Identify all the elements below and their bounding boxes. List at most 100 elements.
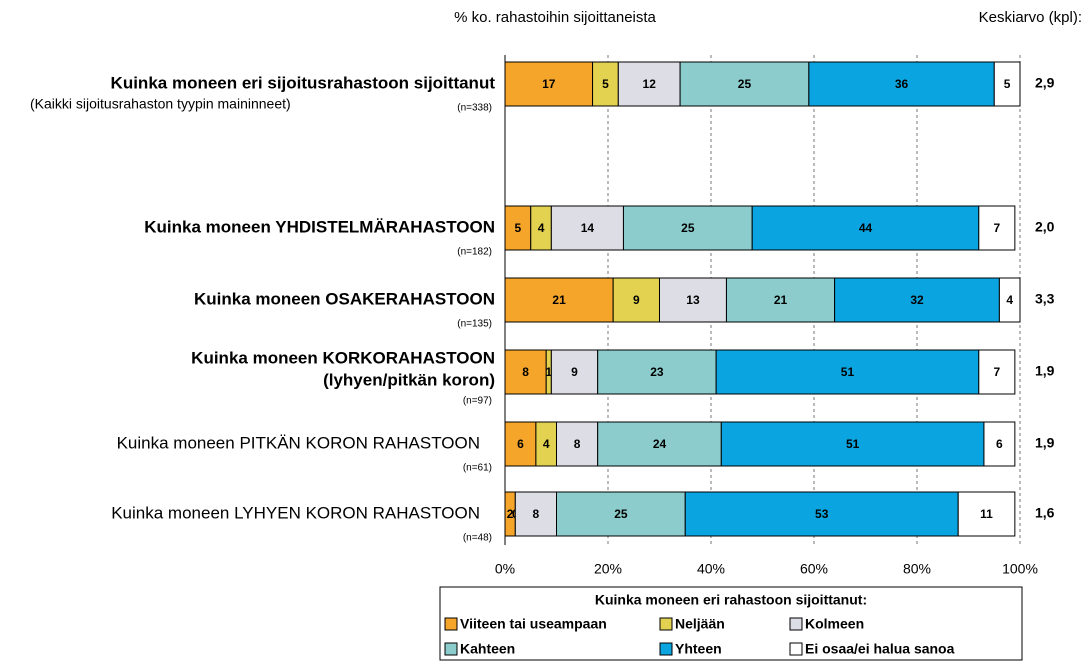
x-tick-label: 60% [800, 561, 828, 577]
n-label: (n=61) [463, 463, 492, 474]
segment-label: 4 [543, 437, 550, 451]
segment-label: 13 [686, 293, 700, 307]
legend-box [439, 586, 1023, 661]
segment-label: 32 [910, 293, 924, 307]
legend-label: Viiteen tai useampaan [460, 616, 607, 632]
legend-label: Kahteen [460, 641, 515, 657]
bar-segment [514, 491, 557, 537]
segment-label: 11 [980, 507, 993, 521]
bar-segment [998, 277, 1021, 323]
n-label: (n=135) [457, 319, 492, 330]
legend-label: Ei osaa/ei halua sanoa [805, 641, 955, 657]
legend-label: Neljään [675, 616, 725, 632]
segment-label: 8 [574, 437, 581, 451]
x-tick-label: 0% [495, 561, 515, 577]
segment-label: 25 [681, 221, 695, 235]
x-tick-label: 20% [594, 561, 622, 577]
bar-segment [957, 491, 1016, 537]
n-label: (n=48) [463, 533, 492, 544]
segment-label: 8 [533, 507, 540, 521]
segment-label: 24 [653, 437, 667, 451]
mean-label: 1,6 [1035, 505, 1055, 521]
segment-label: 9 [633, 293, 640, 307]
category-note: (Kaikki sijoitusrahaston tyypin maininne… [30, 96, 291, 112]
segment-label: 5 [602, 77, 609, 91]
mean-label: 1,9 [1035, 363, 1055, 379]
legend-swatch [659, 617, 673, 631]
legend-swatch [444, 617, 458, 631]
category-label: Kuinka moneen LYHYEN KORON RAHASTOON [111, 503, 480, 522]
n-label: (n=182) [457, 247, 492, 258]
bar-segment [684, 491, 959, 537]
category-label: Kuinka moneen KORKORAHASTOON [191, 348, 495, 367]
bar-segment [504, 61, 594, 107]
mean-label: 1,9 [1035, 435, 1055, 451]
mean-title: Keskiarvo (kpl): [979, 9, 1082, 26]
legend-title: Kuinka moneen eri rahastoon sijoittanut: [595, 592, 867, 608]
segment-label: 51 [841, 365, 855, 379]
bar-segment [978, 349, 1016, 395]
segment-label: 6 [517, 437, 524, 451]
segment-label: 21 [774, 293, 788, 307]
segment-label: 9 [571, 365, 578, 379]
segment-label: 4 [1006, 293, 1013, 307]
x-tick-label: 40% [697, 561, 725, 577]
segment-label: 12 [643, 77, 657, 91]
legend-swatch [659, 642, 673, 656]
segment-label: 25 [614, 507, 628, 521]
bar-segment [597, 349, 717, 395]
category-label: Kuinka moneen PITKÄN KORON RAHASTOON [117, 433, 480, 452]
bar-segment [592, 61, 619, 107]
segment-label: 4 [538, 221, 545, 235]
bar-segment [720, 421, 985, 467]
segment-label: 6 [996, 437, 1003, 451]
bar-segment [617, 61, 681, 107]
n-label: (n=97) [463, 396, 492, 407]
segment-label: 17 [542, 77, 556, 91]
bar-segment [993, 61, 1021, 107]
bar-segment [550, 205, 624, 251]
bar-segment [597, 421, 722, 467]
bar-segment [808, 61, 995, 107]
bar-segment [659, 277, 727, 323]
bar-segment [751, 205, 980, 251]
segment-label: 2 [507, 507, 514, 521]
segment-label: 14 [581, 221, 595, 235]
bar-segment [504, 349, 547, 395]
category-label: Kuinka moneen YHDISTELMÄRAHASTOON [144, 217, 495, 236]
bar-segment [834, 277, 1000, 323]
bar-segment [725, 277, 836, 323]
category-label: Kuinka moneen eri sijoitusrahastoon sijo… [111, 73, 496, 92]
segment-label: 1 [545, 365, 552, 379]
mean-label: 3,3 [1035, 291, 1055, 307]
x-tick-label: 80% [903, 561, 931, 577]
segment-label: 7 [993, 221, 1000, 235]
category-label: (lyhyen/pitkän koron) [323, 370, 495, 389]
segment-label: 36 [895, 77, 909, 91]
x-tick-label: 100% [1002, 561, 1038, 577]
segment-label: 8 [522, 365, 529, 379]
n-label: (n=338) [457, 103, 492, 114]
segment-label: 25 [738, 77, 752, 91]
bar-segment [556, 421, 599, 467]
segment-label: 21 [552, 293, 566, 307]
bar-segment [983, 421, 1016, 467]
category-label: Kuinka moneen OSAKERAHASTOON [194, 289, 495, 308]
segment-label: 53 [815, 507, 829, 521]
bar-segment [550, 349, 599, 395]
mean-label: 2,9 [1035, 75, 1055, 91]
legend-swatch [444, 642, 458, 656]
legend-label: Yhteen [675, 641, 722, 657]
bar-segment [504, 205, 532, 251]
segment-label: 51 [846, 437, 860, 451]
legend-swatch [789, 617, 803, 631]
value-axis-title: % ko. rahastoihin sijoittaneista [454, 9, 656, 26]
legend-label: Kolmeen [805, 616, 864, 632]
mean-label: 2,0 [1035, 219, 1055, 235]
segment-label: 23 [650, 365, 664, 379]
legend-swatch [789, 642, 803, 656]
segment-label: 5 [515, 221, 522, 235]
segment-label: 44 [859, 221, 873, 235]
segment-label: 5 [1004, 77, 1011, 91]
